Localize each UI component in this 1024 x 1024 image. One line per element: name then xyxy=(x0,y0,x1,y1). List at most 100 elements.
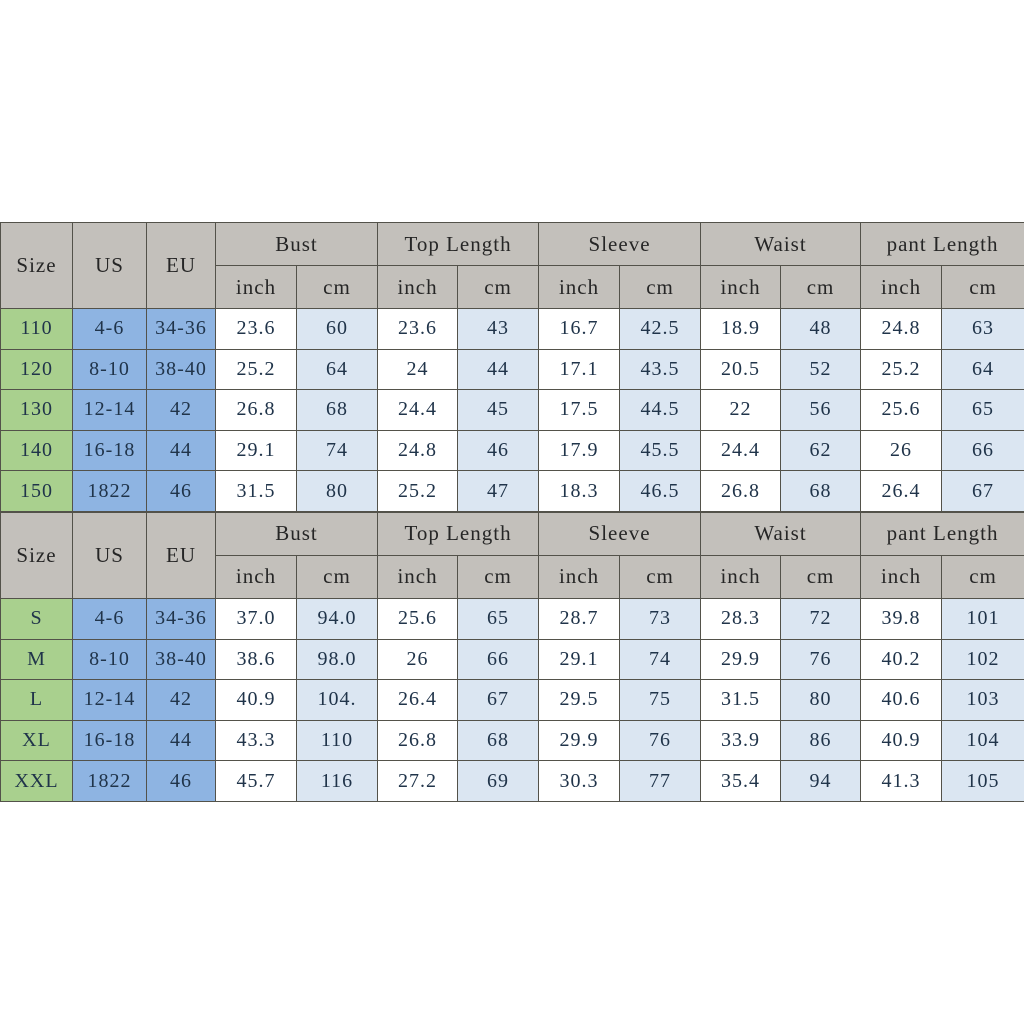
unit-header-cm: cm xyxy=(295,265,379,309)
inch-value-cell: 38.6 xyxy=(215,638,297,681)
size-cell: 120 xyxy=(0,348,73,391)
size-cell: S xyxy=(0,597,73,640)
unit-header-inch: inch xyxy=(215,265,297,309)
us-cell: 1822 xyxy=(72,470,147,512)
col-header-sleeve: Sleeve xyxy=(538,511,702,556)
inch-value-cell: 25.6 xyxy=(860,389,943,431)
unit-header-cm: cm xyxy=(780,554,862,599)
table-row: 120 8-10 38-40 25.2 64 24 44 17.1 43.5 20.5 52 25.2… xyxy=(0,348,1024,391)
inch-value-cell: 24.4 xyxy=(700,429,782,472)
eu-cell: 38-40 xyxy=(146,638,216,681)
cm-value-cell: 44.5 xyxy=(619,389,702,431)
unit-header-cm: cm xyxy=(619,265,702,309)
cm-value-cell: 80 xyxy=(780,679,862,721)
inch-value-cell: 24.8 xyxy=(860,308,943,350)
cm-value-cell: 46 xyxy=(457,429,540,472)
cm-value-cell: 64 xyxy=(941,348,1024,391)
table-row: 130 12-14 42 26.8 68 24.4 45 17.5 44.5 22 56 25.6 65 xyxy=(0,389,1024,431)
inch-value-cell: 17.9 xyxy=(538,429,621,472)
unit-header-inch: inch xyxy=(860,554,943,599)
table-row: L 12-14 42 40.9 104. 26.4 67 29.5 75 31.5 80 40.6 10… xyxy=(0,679,1024,721)
eu-cell: 38-40 xyxy=(146,348,216,391)
cm-value-cell: 105 xyxy=(941,760,1024,802)
header-row-units: inch cm inch cm inch cm inch cm inch cm xyxy=(1,554,1024,599)
us-cell: 4-6 xyxy=(72,597,147,640)
cm-value-cell: 76 xyxy=(619,719,702,762)
inch-value-cell: 25.2 xyxy=(215,348,297,391)
us-cell: 4-6 xyxy=(72,308,147,350)
inch-value-cell: 16.7 xyxy=(538,308,621,350)
cm-value-cell: 69 xyxy=(457,760,540,802)
inch-value-cell: 26.8 xyxy=(377,719,459,762)
cm-value-cell: 68 xyxy=(457,719,540,762)
eu-cell: 34-36 xyxy=(146,597,216,640)
inch-value-cell: 18.3 xyxy=(538,470,621,512)
size-cell: 150 xyxy=(0,470,73,512)
unit-header-cm: cm xyxy=(295,554,379,599)
cm-value-cell: 67 xyxy=(941,470,1024,512)
inch-value-cell: 20.5 xyxy=(700,348,782,391)
size-cell: 130 xyxy=(0,389,73,431)
col-header-waist: Waist xyxy=(700,511,862,556)
table-row: S 4-6 34-36 37.0 94.0 25.6 65 28.7 73 28.3 72 39.8 1… xyxy=(0,597,1024,640)
cm-value-cell: 110 xyxy=(295,719,379,762)
size-cell: 140 xyxy=(0,429,73,472)
table-row: XL 16-18 44 43.3 110 26.8 68 29.9 76 33.9 86 40.9 10… xyxy=(0,719,1024,762)
col-header-top-length: Top Length xyxy=(377,222,540,266)
inch-value-cell: 26 xyxy=(860,429,943,472)
col-header-top-length: Top Length xyxy=(377,511,540,556)
inch-value-cell: 26.4 xyxy=(860,470,943,512)
cm-value-cell: 75 xyxy=(619,679,702,721)
us-cell: 1822 xyxy=(72,760,147,802)
inch-value-cell: 45.7 xyxy=(215,760,297,802)
eu-cell: 42 xyxy=(146,679,216,721)
cm-value-cell: 62 xyxy=(780,429,862,472)
cm-value-cell: 72 xyxy=(780,597,862,640)
cm-value-cell: 65 xyxy=(457,597,540,640)
table-row: XXL 1822 46 45.7 116 27.2 69 30.3 77 35.4 94 41.3 10… xyxy=(0,760,1024,802)
header-eu: EU xyxy=(146,511,216,599)
us-cell: 16-18 xyxy=(72,719,147,762)
header-us: US xyxy=(72,222,147,309)
inch-value-cell: 26.8 xyxy=(700,470,782,512)
eu-cell: 44 xyxy=(146,719,216,762)
inch-value-cell: 26 xyxy=(377,638,459,681)
header-eu: EU xyxy=(146,222,216,309)
inch-value-cell: 17.5 xyxy=(538,389,621,431)
cm-value-cell: 80 xyxy=(295,470,379,512)
header-us: US xyxy=(72,511,147,599)
size-table-kids: Size US EU Bust Top Length Sleeve Waist pant Le… xyxy=(0,222,1024,512)
unit-header-inch: inch xyxy=(377,265,459,309)
size-chart: Size US EU Bust Top Length Sleeve Waist pant Le… xyxy=(0,222,1024,802)
inch-value-cell: 29.9 xyxy=(538,719,621,762)
cm-value-cell: 68 xyxy=(780,470,862,512)
cm-value-cell: 101 xyxy=(941,597,1024,640)
cm-value-cell: 116 xyxy=(295,760,379,802)
inch-value-cell: 25.6 xyxy=(377,597,459,640)
cm-value-cell: 45 xyxy=(457,389,540,431)
inch-value-cell: 40.2 xyxy=(860,638,943,681)
inch-value-cell: 28.7 xyxy=(538,597,621,640)
cm-value-cell: 65 xyxy=(941,389,1024,431)
unit-header-inch: inch xyxy=(538,265,621,309)
inch-value-cell: 23.6 xyxy=(215,308,297,350)
unit-header-cm: cm xyxy=(457,554,540,599)
cm-value-cell: 66 xyxy=(457,638,540,681)
size-cell: L xyxy=(0,679,73,721)
inch-value-cell: 31.5 xyxy=(215,470,297,512)
inch-value-cell: 37.0 xyxy=(215,597,297,640)
unit-header-inch: inch xyxy=(538,554,621,599)
eu-cell: 34-36 xyxy=(146,308,216,350)
inch-value-cell: 33.9 xyxy=(700,719,782,762)
cm-value-cell: 104 xyxy=(941,719,1024,762)
inch-value-cell: 43.3 xyxy=(215,719,297,762)
eu-cell: 42 xyxy=(146,389,216,431)
us-cell: 12-14 xyxy=(72,679,147,721)
unit-header-inch: inch xyxy=(700,554,782,599)
inch-value-cell: 40.9 xyxy=(860,719,943,762)
cm-value-cell: 52 xyxy=(780,348,862,391)
cm-value-cell: 66 xyxy=(941,429,1024,472)
cm-value-cell: 68 xyxy=(295,389,379,431)
header-row-groups: Size US EU Bust Top Length Sleeve Waist pant Le… xyxy=(0,222,1024,309)
inch-value-cell: 29.1 xyxy=(538,638,621,681)
